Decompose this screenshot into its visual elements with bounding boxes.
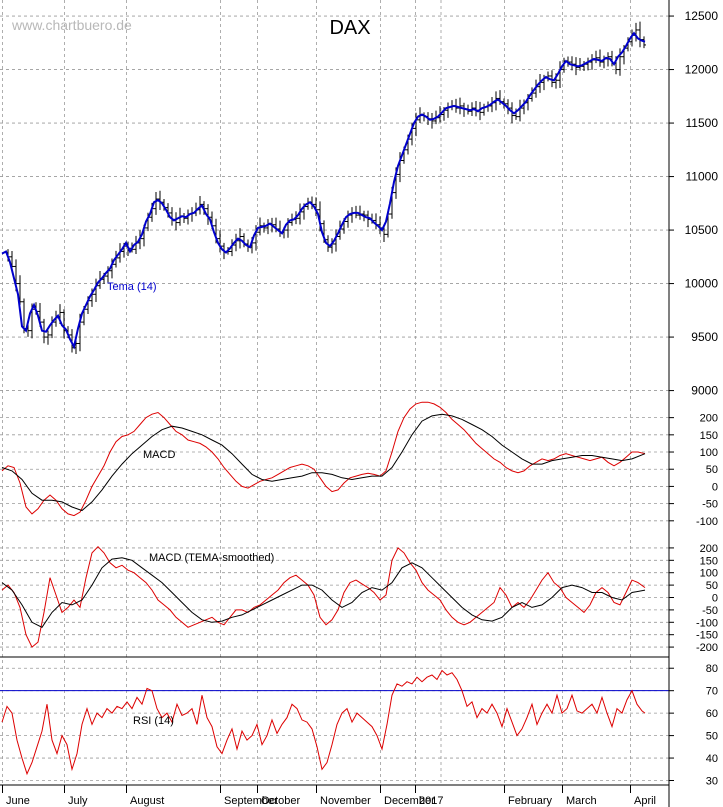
- tema-line: [1, 31, 646, 350]
- y-tick-label: -50: [702, 499, 718, 511]
- y-tick-label: -50: [702, 605, 718, 617]
- price-bars: [6, 21, 646, 354]
- x-tick-label: June: [6, 795, 30, 807]
- y-tick-label: 50: [706, 731, 718, 743]
- indicator-line-1-0: [1, 401, 646, 517]
- macd-label: MACD: [143, 449, 175, 461]
- y-tick-label: 9500: [691, 330, 718, 344]
- indicator-line-2-1: [1, 557, 646, 628]
- y-tick-label: 0: [712, 593, 718, 605]
- x-tick-label: April: [634, 795, 656, 807]
- indicator-line-3-0: [1, 669, 646, 776]
- y-tick-label: 70: [706, 686, 718, 698]
- y-tick-label: 0: [712, 481, 718, 493]
- y-tick-label: 12000: [685, 63, 719, 77]
- chart-title: DAX: [329, 17, 370, 39]
- indicator-line-2-0: [1, 545, 646, 648]
- y-tick-label: 80: [706, 663, 718, 675]
- watermark: www.chartbuero.de: [11, 17, 132, 33]
- x-tick-label: September: [224, 795, 278, 807]
- y-tick-label: 150: [700, 430, 718, 442]
- y-tick-label: -100: [696, 617, 718, 629]
- y-tick-label: -150: [696, 630, 718, 642]
- tema-label: Tema (14): [107, 281, 157, 293]
- x-tick-label: February: [508, 795, 553, 807]
- y-tick-label: 100: [700, 447, 718, 459]
- x-tick-label: October: [261, 795, 300, 807]
- macd-tema-label: MACD (TEMA-smoothed): [149, 552, 274, 564]
- y-tick-label: 11000: [686, 170, 719, 184]
- y-tick-label: 12500: [685, 9, 719, 23]
- y-tick-label: 60: [706, 708, 718, 720]
- y-tick-label: 200: [700, 543, 718, 555]
- series-lines: [1, 31, 646, 776]
- y-tick-label: 50: [706, 580, 718, 592]
- y-tick-label: 50: [706, 464, 718, 476]
- x-tick-label: November: [320, 795, 371, 807]
- x-tick-label: August: [130, 795, 164, 807]
- y-tick-label: 9000: [691, 384, 718, 398]
- y-tick-label: -100: [696, 516, 718, 528]
- rsi-label: RSI (14): [133, 715, 174, 727]
- grid: [0, 0, 669, 785]
- x-tick-label: March: [566, 795, 597, 807]
- indicator-line-1-1: [1, 413, 646, 512]
- y-tick-label: 40: [706, 753, 718, 765]
- y-tick-label: 11500: [686, 116, 719, 130]
- x-tick-label: December: [384, 795, 435, 807]
- y-tick-label: -200: [696, 642, 718, 654]
- y-tick-label: 10500: [685, 223, 719, 237]
- y-tick-label: 10000: [685, 277, 719, 291]
- x-tick-label: July: [68, 795, 88, 807]
- y-tick-label: 30: [706, 776, 718, 788]
- y-tick-label: 150: [700, 555, 718, 567]
- x-tick-label: 2017: [419, 795, 443, 807]
- y-tick-label: 100: [700, 568, 718, 580]
- y-tick-label: 200: [700, 413, 718, 425]
